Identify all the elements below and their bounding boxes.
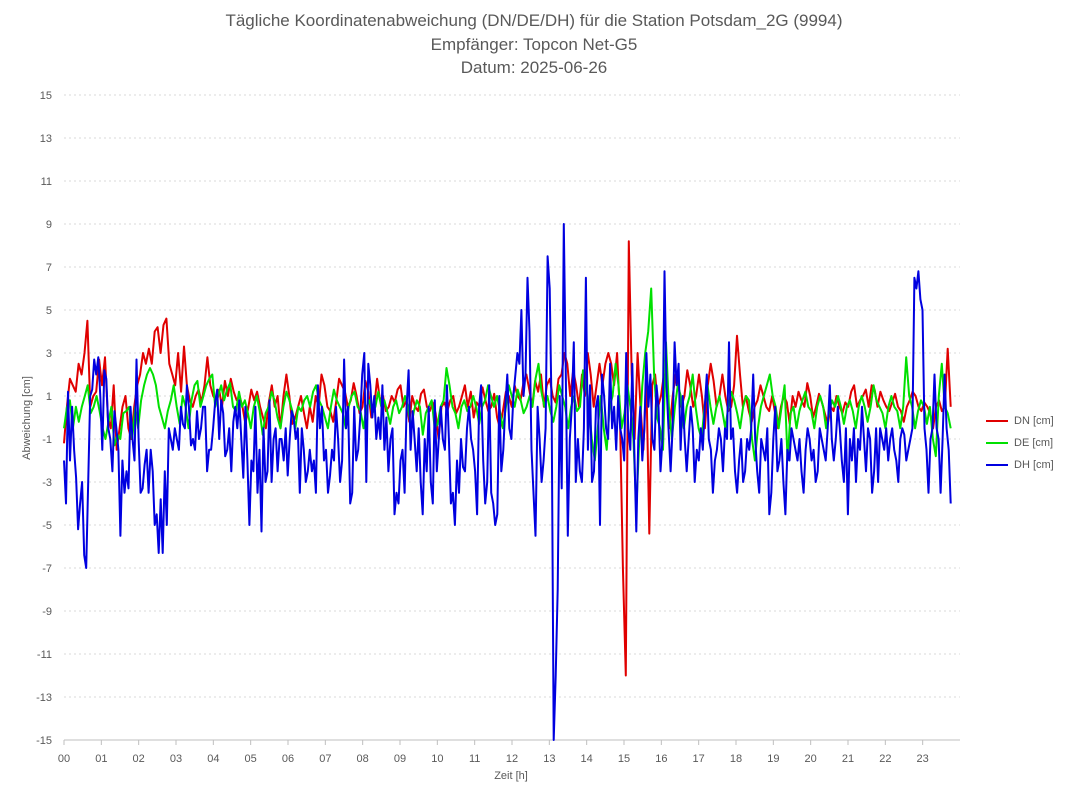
y-tick-label: -7 — [42, 563, 52, 575]
x-tick-label: 12 — [506, 753, 518, 765]
y-tick-label: 1 — [46, 391, 52, 403]
y-tick-label: -11 — [37, 649, 52, 661]
chart-subtitle: Empfänger: Topcon Net-G5 — [430, 35, 638, 54]
x-tick-label: 10 — [431, 753, 443, 765]
x-tick-label: 19 — [767, 753, 779, 765]
x-tick-label: 23 — [917, 753, 929, 765]
y-tick-label: -9 — [42, 606, 52, 618]
y-tick-label: -13 — [36, 692, 52, 704]
y-tick-label: -3 — [42, 477, 52, 489]
x-tick-label: 04 — [207, 753, 219, 765]
x-tick-label: 16 — [655, 753, 667, 765]
x-tick-label: 03 — [170, 753, 182, 765]
x-tick-label: 20 — [805, 753, 817, 765]
series-line-dh — [63, 223, 952, 741]
y-tick-label: 5 — [46, 305, 52, 317]
legend-item: DE [cm] — [986, 432, 1054, 454]
legend-swatch — [986, 420, 1008, 422]
y-tick-label: 11 — [41, 176, 52, 188]
y-tick-label: 7 — [46, 262, 52, 274]
x-tick-label: 09 — [394, 753, 406, 765]
legend-item: DH [cm] — [986, 454, 1054, 476]
x-tick-label: 14 — [581, 753, 593, 765]
y-tick-label: 9 — [46, 219, 52, 231]
y-tick-label: 3 — [46, 348, 52, 360]
x-tick-label: 22 — [879, 753, 891, 765]
y-tick-label: -1 — [42, 434, 52, 446]
legend-label: DN [cm] — [1014, 415, 1054, 427]
y-axis-ticks: 15 13 11 9 7 5 3 1 -1 -3 -5 -7 -9 -11 -13 -15 — [36, 90, 52, 747]
legend-item: DN [cm] — [986, 410, 1054, 432]
x-tick-label: 00 — [58, 753, 70, 765]
chart-title: Tägliche Koordinatenabweichung (DN/DE/DH… — [225, 11, 843, 30]
x-tick-label: 05 — [245, 753, 257, 765]
x-tick-label: 11 — [469, 753, 480, 765]
legend-swatch — [986, 442, 1008, 444]
x-tick-label: 01 — [95, 753, 107, 765]
y-tick-label: 13 — [40, 133, 52, 145]
x-tick-label: 06 — [282, 753, 294, 765]
legend: DN [cm] DE [cm] DH [cm] — [986, 410, 1054, 476]
x-axis-label: Zeit [h] — [494, 770, 528, 782]
x-tick-label: 13 — [543, 753, 555, 765]
x-tick-label: 21 — [842, 753, 854, 765]
x-tick-label: 17 — [693, 753, 705, 765]
legend-label: DH [cm] — [1014, 459, 1054, 471]
series-lines — [63, 223, 952, 741]
x-tick-label: 08 — [357, 753, 369, 765]
x-axis-ticks: 00 01 02 03 04 05 06 07 08 09 10 11 12 13 14 15 16 17 18 19… — [58, 740, 929, 765]
x-tick-label: 15 — [618, 753, 630, 765]
x-tick-label: 07 — [319, 753, 331, 765]
y-axis-label: Abweichung [cm] — [21, 376, 33, 460]
y-tick-label: 15 — [40, 90, 52, 102]
legend-swatch — [986, 464, 1008, 466]
x-tick-label: 18 — [730, 753, 742, 765]
y-tick-label: -15 — [36, 735, 52, 747]
x-tick-label: 02 — [133, 753, 145, 765]
y-tick-label: -5 — [42, 520, 52, 532]
chart-date: Datum: 2025-06-26 — [460, 58, 608, 77]
legend-label: DE [cm] — [1014, 437, 1054, 449]
